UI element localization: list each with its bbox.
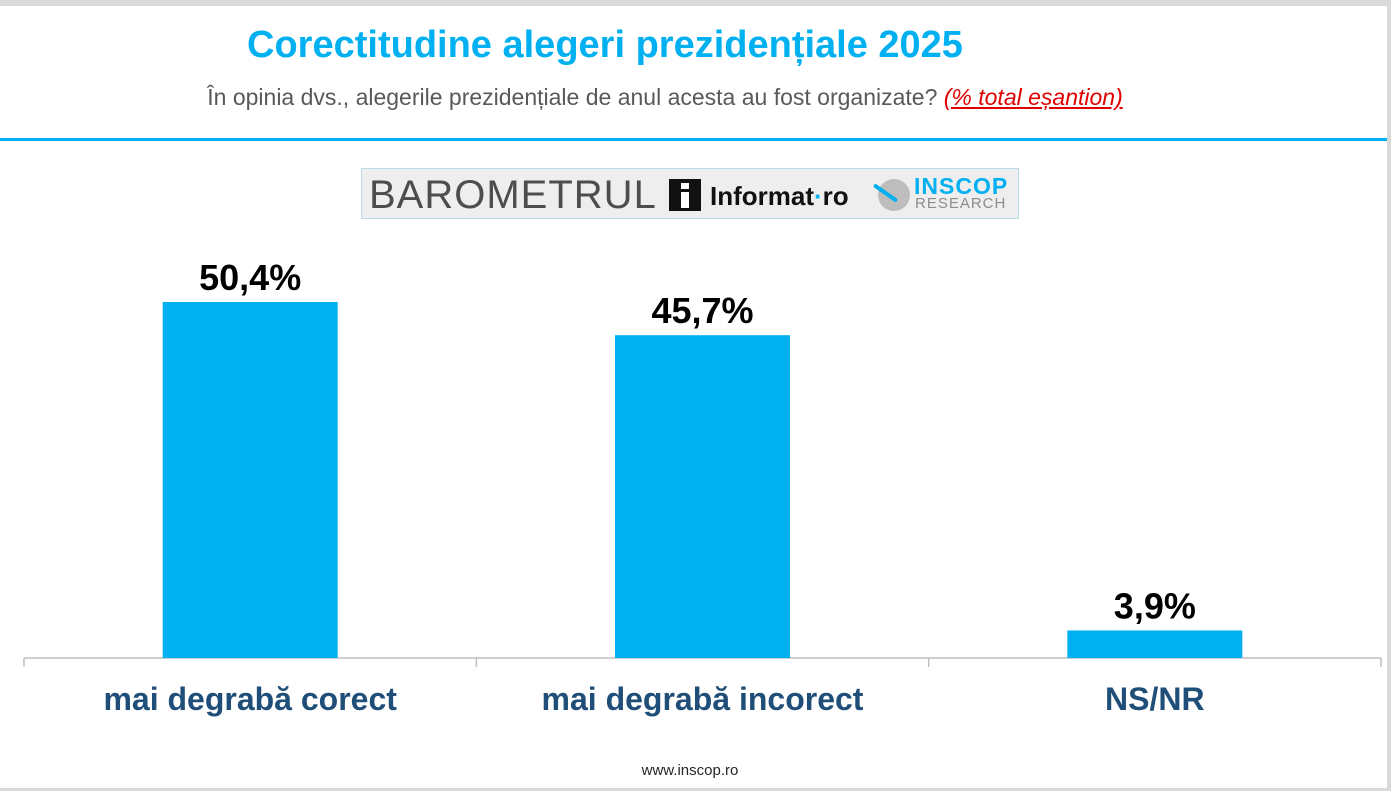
header-divider — [0, 138, 1387, 141]
subtitle-question: În opinia dvs., alegerile prezidențiale … — [207, 84, 938, 110]
bar — [1067, 630, 1243, 658]
footer-url: www.inscop.ro — [641, 762, 739, 779]
informat-logo-text: Informat·ro — [710, 181, 849, 211]
bar-value-label: 50,4% — [199, 257, 301, 298]
top-border — [0, 0, 1391, 6]
right-border — [1387, 0, 1391, 791]
chart-title: Corectitudine alegeri prezidențiale 2025 — [247, 24, 963, 66]
category-label: NS/NR — [1105, 681, 1205, 717]
category-label: mai degrabă corect — [103, 681, 397, 717]
inscop-logo-text: INSCOP — [914, 173, 1009, 199]
bar-value-label: 45,7% — [651, 290, 753, 331]
category-label: mai degrabă incorect — [542, 681, 864, 717]
bar — [615, 335, 790, 658]
barometrul-logo-text: BAROMETRUL — [369, 173, 657, 217]
subtitle-note: (% total eșantion) — [943, 84, 1123, 110]
bottom-border — [0, 788, 1391, 791]
chart-subtitle: În opinia dvs., alegerile prezidențiale … — [0, 84, 1330, 111]
research-logo-text: RESEARCH — [915, 195, 1007, 212]
inscop-logo-icon — [878, 179, 910, 211]
bar-value-label: 3,9% — [1114, 585, 1196, 626]
informat-logo-icon — [669, 179, 701, 211]
bar — [162, 302, 338, 658]
logo-banner: BAROMETRUL Informat·ro INSCOP RESEARCH — [361, 168, 1019, 219]
